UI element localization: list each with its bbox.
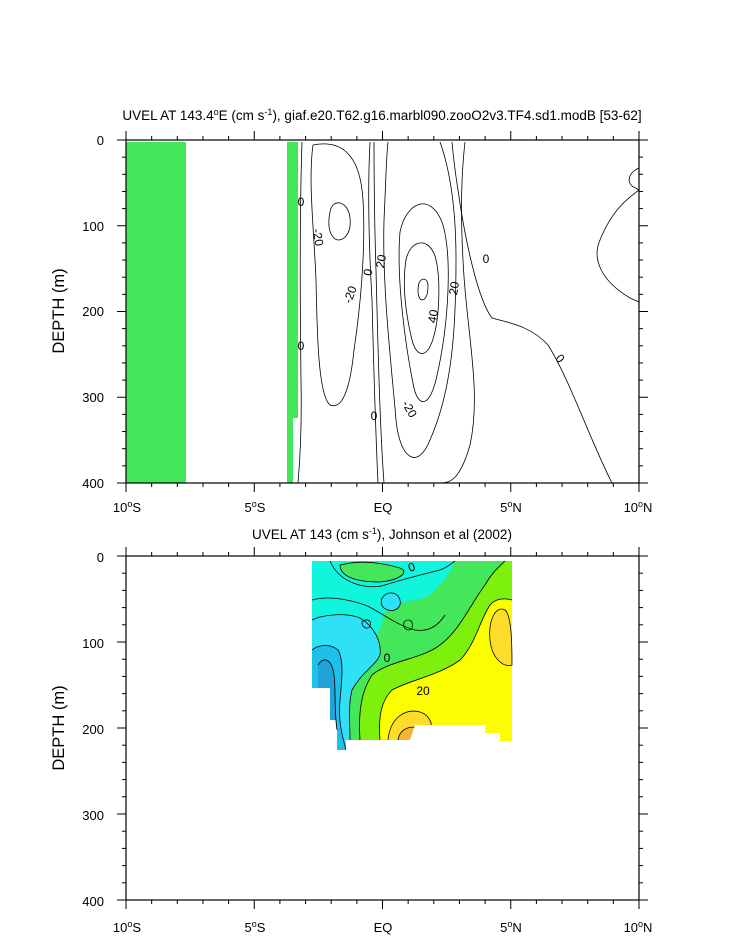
top-contour-lines — [297, 141, 639, 483]
top-field — [126, 140, 639, 483]
top-contour-label: -20 — [310, 228, 327, 248]
top-x-tick-labels: 10oS 5oS EQ 5oN 10oN — [113, 499, 653, 515]
top-contour-label: 20 — [373, 253, 389, 269]
y-tick-label: 200 — [82, 304, 104, 319]
y-tick-label: 100 — [82, 636, 104, 651]
x-tick-label: EQ — [374, 920, 393, 935]
top-contour-label: 0 — [483, 252, 490, 266]
bottom-y-axis-label: DEPTH (m) — [50, 685, 68, 770]
bottom-contour-labels: 0 0 20 — [384, 559, 430, 698]
bottom-fill-eastward-20 — [379, 598, 512, 741]
x-tick-label: 5oS — [245, 919, 266, 935]
bottom-contour-lines — [311, 560, 513, 751]
top-contour-label: 0 — [371, 409, 378, 423]
top-missing-data-west — [126, 140, 639, 483]
bottom-contour-label: 0 — [384, 651, 391, 665]
bottom-fill-eastward-patch — [340, 562, 404, 582]
y-tick-label: 0 — [97, 133, 104, 148]
x-tick-label: 10oN — [624, 499, 653, 515]
x-tick-label: 10oS — [113, 499, 141, 515]
top-contour-label: 0 — [361, 267, 376, 276]
bottom-ticks — [117, 547, 648, 909]
top-contour-label: 20 — [446, 280, 462, 296]
bottom-contour-label: 0 — [406, 559, 417, 575]
top-contour-label: 40 — [425, 308, 441, 324]
y-tick-label: 400 — [82, 894, 104, 909]
bottom-y-tick-labels: 0 100 200 300 400 — [82, 550, 104, 909]
top-ticks — [117, 131, 648, 492]
bottom-panel: UVEL AT 143 (cm s-1), Johnson et al (200… — [50, 526, 652, 935]
bottom-panel-title: UVEL AT 143 (cm s-1), Johnson et al (200… — [252, 526, 512, 542]
bottom-fill-westward-core — [318, 659, 337, 730]
top-panel-title: UVEL AT 143.4oE (cm s-1), giaf.e20.T62.g… — [122, 107, 641, 123]
bottom-missing-data-edge — [346, 725, 512, 760]
top-contour-label: 0 — [298, 339, 305, 353]
bottom-x-tick-labels: 10oS 5oS EQ 5oN 10oN — [113, 919, 653, 935]
top-contour-labels: 0 -20 0 -20 0 20 0 -20 40 20 0 0 — [298, 195, 568, 423]
x-tick-label: 10oN — [624, 919, 653, 935]
y-tick-label: 100 — [82, 219, 104, 234]
top-fill-coast-strip — [287, 142, 298, 483]
x-tick-label: 5oN — [500, 919, 522, 935]
bottom-fill-westward-patch — [381, 592, 401, 611]
x-tick-label: EQ — [374, 500, 393, 515]
bottom-fill-eastward-30 — [489, 609, 512, 666]
top-y-tick-labels: 0 100 200 300 400 — [82, 133, 104, 491]
top-y-axis-label: DEPTH (m) — [50, 268, 68, 353]
y-tick-label: 300 — [82, 808, 104, 823]
top-contour-label: 0 — [298, 195, 305, 209]
bottom-contour-label: 20 — [416, 684, 430, 698]
top-contour-label: -20 — [341, 284, 360, 305]
top-panel: UVEL AT 143.4oE (cm s-1), giaf.e20.T62.g… — [50, 107, 652, 515]
y-tick-label: 0 — [97, 550, 104, 565]
x-tick-label: 10oS — [113, 919, 141, 935]
y-tick-label: 400 — [82, 476, 104, 491]
y-tick-label: 200 — [82, 722, 104, 737]
x-tick-label: 5oS — [245, 499, 266, 515]
bottom-field — [311, 560, 513, 760]
y-tick-label: 300 — [82, 390, 104, 405]
x-tick-label: 5oN — [500, 499, 522, 515]
top-fill-west-coast — [126, 142, 186, 462]
